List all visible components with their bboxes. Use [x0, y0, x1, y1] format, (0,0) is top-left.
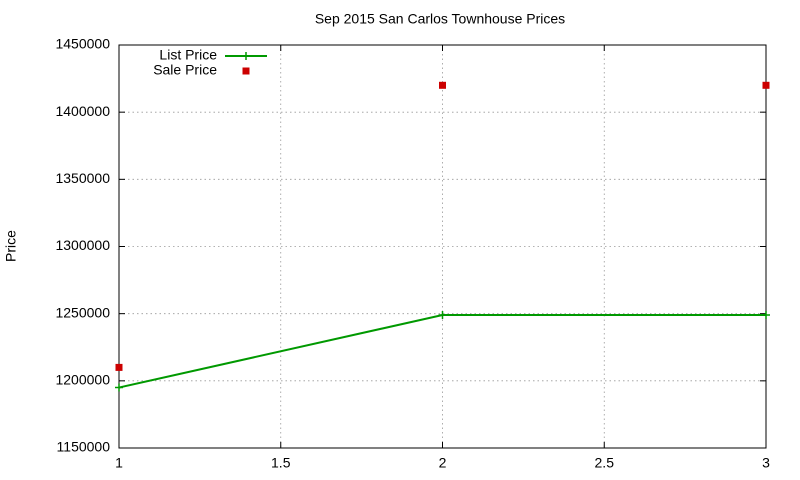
y-tick-label: 1450000 — [55, 36, 110, 52]
x-tick-label: 1.5 — [271, 455, 291, 471]
x-tick-label: 2.5 — [595, 455, 615, 471]
x-tick-label: 2 — [439, 455, 447, 471]
y-tick-label: 1300000 — [55, 237, 110, 253]
legend-label: Sale Price — [153, 62, 217, 78]
data-point — [438, 311, 447, 320]
data-point — [115, 383, 123, 392]
legend-label: List Price — [159, 47, 217, 63]
x-tick-label: 1 — [115, 455, 123, 471]
y-tick-label: 1350000 — [55, 170, 110, 186]
data-point — [439, 81, 446, 89]
legend-swatch — [242, 52, 250, 60]
data-point — [115, 363, 123, 371]
legend-swatch — [242, 67, 250, 75]
data-point — [762, 81, 770, 89]
y-axis-label: Price — [3, 230, 19, 262]
y-tick-label: 1400000 — [55, 103, 110, 119]
y-tick-label: 1150000 — [57, 439, 111, 455]
chart-title: Sep 2015 San Carlos Townhouse Prices — [315, 11, 565, 27]
plot-frame — [118, 44, 767, 449]
x-tick-label: 3 — [762, 455, 770, 471]
data-point — [762, 311, 770, 320]
y-tick-label: 1200000 — [55, 372, 110, 388]
y-tick-label: 1250000 — [55, 304, 110, 320]
